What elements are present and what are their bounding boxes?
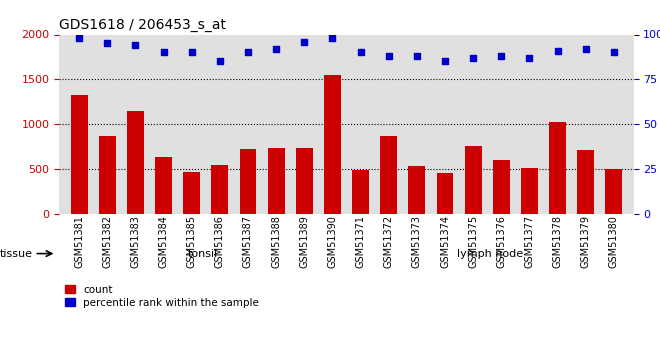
Point (552, 48, 563, 53)
Text: lymph node: lymph node (457, 249, 523, 258)
Bar (352, 170, 369, 214)
Bar (465, 146, 482, 214)
Text: GDS1618 / 206453_s_at: GDS1618 / 206453_s_at (59, 18, 226, 32)
Point (609, 50, 619, 55)
Bar (211, 166, 228, 214)
Point (243, 50, 253, 55)
Point (214, 59, 225, 64)
Bar (127, 111, 144, 214)
Point (186, 50, 197, 55)
Bar (380, 136, 397, 214)
Bar (521, 168, 538, 214)
Point (524, 55, 535, 61)
Point (299, 39, 310, 45)
Bar (296, 148, 313, 214)
Text: tissue: tissue (0, 249, 33, 258)
Bar (324, 75, 341, 214)
Text: tonsil: tonsil (188, 249, 218, 258)
Bar (409, 166, 425, 214)
Point (412, 53, 422, 59)
Bar (493, 160, 510, 214)
Bar (436, 172, 453, 214)
Point (158, 50, 169, 55)
Point (271, 46, 281, 52)
Point (383, 53, 394, 59)
Bar (99, 136, 116, 214)
Bar (605, 169, 622, 214)
Bar (578, 150, 594, 214)
Point (468, 55, 478, 61)
Bar (155, 157, 172, 214)
Point (102, 41, 113, 46)
Bar (71, 96, 88, 214)
Point (130, 42, 141, 48)
Point (496, 53, 507, 59)
Bar (183, 172, 200, 214)
Bar (549, 122, 566, 214)
Point (327, 35, 338, 41)
Point (355, 50, 366, 55)
Legend: count, percentile rank within the sample: count, percentile rank within the sample (65, 285, 259, 308)
Point (74, 35, 84, 41)
Point (440, 59, 450, 64)
Point (581, 46, 591, 52)
Bar (268, 148, 284, 214)
Bar (240, 149, 257, 214)
